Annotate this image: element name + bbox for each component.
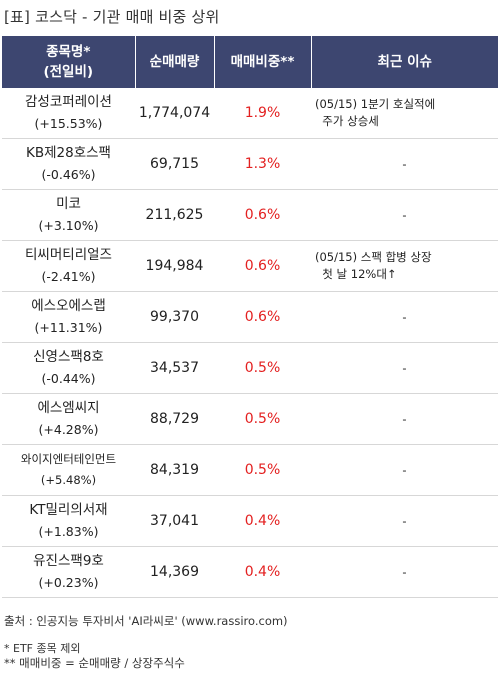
net-volume: 99,370 [135, 291, 214, 343]
price-change: (+3.10%) [38, 218, 99, 233]
net-volume: 211,625 [135, 189, 214, 241]
table-row: KB제28호스팩 (-0.46%) 69,715 1.3% - [2, 138, 498, 190]
trade-ratio: 0.6% [214, 240, 311, 292]
stock-name: 티씨머티리얼즈 [25, 247, 112, 263]
header-recent-issue: 최근 이슈 [311, 36, 498, 88]
table-row: 와이지엔터테인먼트 (+5.48%) 84,319 0.5% - [2, 444, 498, 496]
recent-issue: - [311, 291, 498, 343]
net-volume: 37,041 [135, 495, 214, 547]
price-change: (-2.41%) [41, 269, 96, 284]
issue-line: - [402, 564, 407, 579]
table-header-row: 종목명* (전일비) 순매매량 매매비중** 최근 이슈 [2, 36, 498, 88]
footnote-ratio: ** 매매비중 = 순매매량 / 상장주식수 [4, 656, 185, 670]
net-volume: 14,369 [135, 546, 214, 598]
page-title: [표] 코스닥 - 기관 매매 비중 상위 [4, 8, 220, 26]
issue-line: - [402, 360, 407, 375]
recent-issue: - [311, 342, 498, 394]
stock-name-cell: 티씨머티리얼즈 (-2.41%) [2, 240, 135, 292]
issue-line: - [402, 411, 407, 426]
net-volume: 84,319 [135, 444, 214, 496]
stock-name-cell: 신영스팩8호 (-0.44%) [2, 342, 135, 394]
issue-line: - [402, 156, 407, 171]
recent-issue: - [311, 444, 498, 496]
header-name-line2: (전일비) [43, 64, 94, 80]
net-volume: 69,715 [135, 138, 214, 190]
recent-issue: - [311, 189, 498, 241]
table-row: KT밀리의서재 (+1.83%) 37,041 0.4% - [2, 495, 498, 547]
stock-name: 감성코퍼레이션 [25, 94, 112, 110]
header-trade-ratio: 매매비중** [214, 36, 312, 88]
stock-name: KT밀리의서재 [29, 502, 108, 518]
trade-ratio: 1.3% [214, 138, 311, 190]
price-change: (+11.31%) [34, 320, 103, 335]
table-row: 유진스팩9호 (+0.23%) 14,369 0.4% - [2, 546, 498, 598]
recent-issue: - [311, 138, 498, 190]
issue-line: (05/15) 스팩 합병 상장 [315, 250, 432, 264]
price-change: (+0.23%) [38, 575, 99, 590]
footnote-etf: * ETF 종목 제외 [4, 642, 81, 655]
net-volume: 34,537 [135, 342, 214, 394]
table-row: 감성코퍼레이션 (+15.53%) 1,774,074 1.9% (05/15) 1분기… [2, 88, 498, 139]
institution-trading-table: 종목명* (전일비) 순매매량 매매비중** 최근 이슈 감성코퍼레이션 (+15… [2, 36, 498, 598]
net-volume: 194,984 [135, 240, 214, 292]
issue-line: 주가 상승세 [315, 114, 379, 128]
stock-name: 신영스팩8호 [33, 349, 104, 365]
recent-issue: - [311, 546, 498, 598]
header-stock-name: 종목명* (전일비) [2, 36, 136, 88]
trade-ratio: 0.6% [214, 291, 311, 343]
recent-issue: - [311, 495, 498, 547]
trade-ratio: 1.9% [214, 88, 311, 139]
stock-name-cell: 에스엠씨지 (+4.28%) [2, 393, 135, 445]
issue-line: - [402, 513, 407, 528]
stock-name: 에스오에스랩 [31, 298, 106, 314]
stock-name-cell: 감성코퍼레이션 (+15.53%) [2, 88, 135, 139]
stock-name: 와이지엔터테인먼트 [20, 452, 117, 466]
price-change: (+4.28%) [38, 422, 99, 437]
recent-issue: (05/15) 1분기 호실적에 주가 상승세 [311, 88, 498, 139]
price-change: (-0.46%) [41, 167, 96, 182]
recent-issue: - [311, 393, 498, 445]
stock-name: 미코 [56, 196, 81, 212]
price-change: (-0.44%) [41, 371, 96, 386]
recent-issue: (05/15) 스팩 합병 상장 첫 날 12%대↑ [311, 240, 498, 292]
trade-ratio: 0.5% [214, 393, 311, 445]
stock-name-cell: 미코 (+3.10%) [2, 189, 135, 241]
stock-name: 유진스팩9호 [33, 553, 104, 569]
price-change: (+5.48%) [40, 473, 97, 487]
issue-line: - [402, 462, 407, 477]
trade-ratio: 0.5% [214, 444, 311, 496]
stock-name-cell: 에스오에스랩 (+11.31%) [2, 291, 135, 343]
issue-line: (05/15) 1분기 호실적에 [315, 97, 436, 111]
source-note: 출처 : 인공지능 투자비서 'AI라씨로' (www.rassiro.com) [4, 614, 288, 628]
stock-name: 에스엠씨지 [37, 400, 100, 416]
stock-name: KB제28호스팩 [26, 145, 111, 161]
issue-line: - [402, 207, 407, 222]
table-row: 미코 (+3.10%) 211,625 0.6% - [2, 189, 498, 241]
net-volume: 88,729 [135, 393, 214, 445]
stock-name-cell: KT밀리의서재 (+1.83%) [2, 495, 135, 547]
trade-ratio: 0.4% [214, 495, 311, 547]
table-row: 에스오에스랩 (+11.31%) 99,370 0.6% - [2, 291, 498, 343]
stock-name-cell: 유진스팩9호 (+0.23%) [2, 546, 135, 598]
table-row: 에스엠씨지 (+4.28%) 88,729 0.5% - [2, 393, 498, 445]
trade-ratio: 0.5% [214, 342, 311, 394]
net-volume: 1,774,074 [135, 88, 214, 139]
price-change: (+1.83%) [38, 524, 99, 539]
issue-line: 첫 날 12%대↑ [315, 267, 397, 281]
trade-ratio: 0.4% [214, 546, 311, 598]
trade-ratio: 0.6% [214, 189, 311, 241]
stock-name-cell: 와이지엔터테인먼트 (+5.48%) [2, 444, 135, 496]
table-row: 신영스팩8호 (-0.44%) 34,537 0.5% - [2, 342, 498, 394]
stock-name-cell: KB제28호스팩 (-0.46%) [2, 138, 135, 190]
price-change: (+15.53%) [34, 116, 103, 131]
header-net-volume: 순매매량 [135, 36, 215, 88]
header-name-line1: 종목명* [46, 44, 91, 60]
table-row: 티씨머티리얼즈 (-2.41%) 194,984 0.6% (05/15) 스팩 합병 … [2, 240, 498, 292]
issue-line: - [402, 309, 407, 324]
